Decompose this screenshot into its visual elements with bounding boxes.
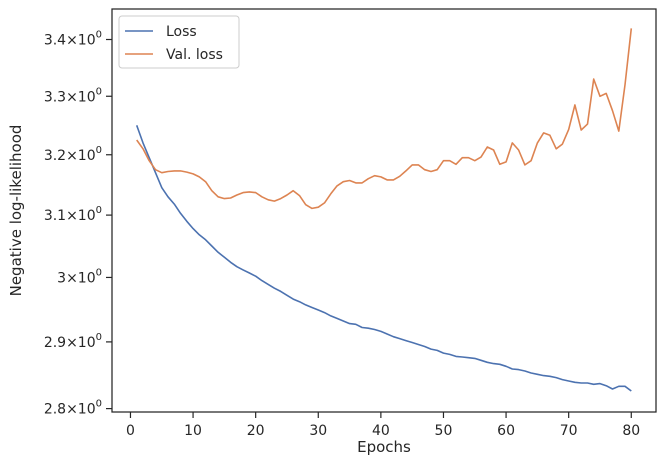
x-tick-label: 30 (309, 423, 327, 439)
series-layer (135, 28, 633, 392)
series-line-1 (135, 125, 632, 392)
x-tick-label: 20 (247, 423, 265, 439)
y-tick-label: 3.1×100 (44, 205, 102, 224)
x-axis-label: Epochs (357, 438, 411, 456)
legend: Loss Val. loss (118, 15, 240, 69)
y-axis-label: Negative log-likelihood (7, 125, 25, 297)
legend-label-2: Val. loss (166, 47, 223, 63)
x-tick-label: 70 (560, 423, 578, 439)
y-tick-label: 2.8×100 (44, 399, 102, 418)
y-tick-label: 3.4×100 (44, 30, 102, 49)
series-line-2 (136, 28, 633, 210)
plot-frame (111, 8, 657, 413)
y-tick-label: 3×100 (57, 267, 102, 286)
legend-box (118, 15, 240, 69)
x-tick-label: 10 (184, 423, 202, 439)
x-tick-label: 40 (372, 423, 390, 439)
y-axis: 2.8×100 2.9×100 3×100 3.1×100 3.2×100 3.3×100… (44, 30, 112, 418)
x-tick-label: 80 (622, 423, 640, 439)
y-tick-label: 2.9×100 (44, 332, 102, 351)
y-tick-label: 3.3×100 (44, 86, 102, 105)
x-tick-label: 60 (497, 423, 515, 439)
legend-label-1: Loss (166, 24, 197, 40)
y-tick-label: 3.2×100 (44, 145, 102, 164)
x-tick-label: 0 (126, 423, 135, 439)
x-tick-label: 50 (435, 423, 453, 439)
x-axis: 0 10 20 30 40 50 60 70 80 (126, 412, 640, 439)
